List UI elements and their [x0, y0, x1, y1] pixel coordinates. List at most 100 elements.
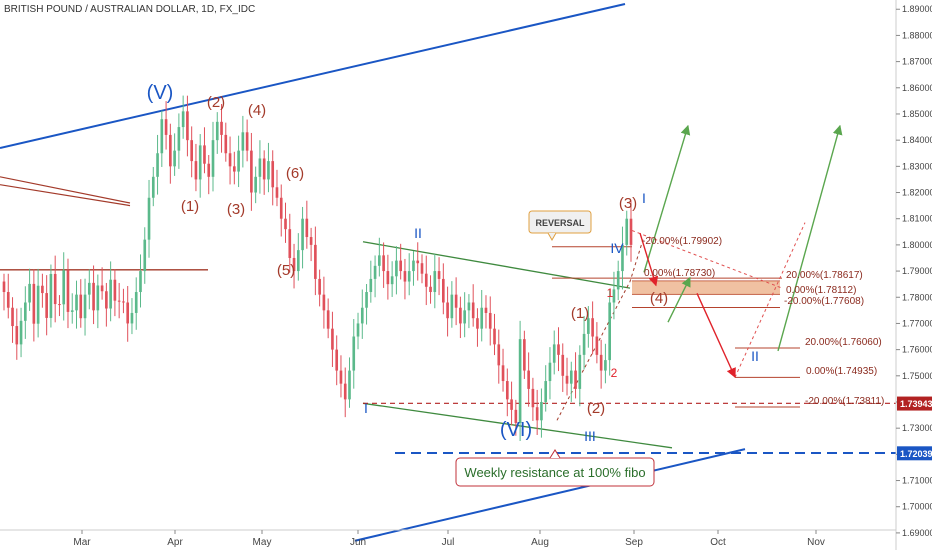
candle: [386, 254, 390, 300]
price-tick-label: 1.81000: [902, 214, 932, 224]
candle-body: [399, 260, 402, 272]
candle-body: [369, 278, 373, 293]
candle-body: [122, 301, 125, 303]
candle: [429, 275, 432, 304]
candle-body: [386, 271, 390, 285]
candle-body: [2, 281, 6, 293]
candle: [378, 237, 381, 277]
candle: [518, 320, 522, 442]
candle-body: [45, 293, 48, 318]
candle-body: [429, 286, 432, 293]
price-axis[interactable]: 1.690001.700001.710001.720001.730001.740…: [895, 0, 932, 550]
candle: [109, 261, 112, 322]
candle-body: [365, 292, 368, 308]
candle-body: [198, 145, 202, 180]
candle: [599, 339, 603, 389]
candle-body: [484, 307, 488, 313]
candle-body: [49, 273, 53, 318]
candle-body: [403, 271, 407, 282]
candle: [446, 286, 449, 337]
candle-body: [608, 302, 611, 361]
candle-body: [173, 150, 176, 167]
price-badge-label: 1.73943: [900, 399, 932, 409]
candle: [488, 296, 492, 346]
candle-body: [390, 276, 394, 285]
candle-body: [574, 370, 577, 389]
candle-body: [19, 320, 23, 345]
candle: [262, 150, 266, 195]
candle-body: [105, 291, 108, 309]
wave-label: 2: [611, 366, 618, 380]
candle: [416, 242, 420, 281]
candle-body: [262, 158, 266, 180]
candle-body: [625, 218, 629, 245]
candle-body: [471, 302, 475, 319]
candle-body: [117, 300, 121, 302]
candle: [45, 275, 48, 336]
candle-body: [578, 354, 582, 389]
green-arrow: [667, 276, 691, 323]
candle: [267, 142, 270, 193]
weekly-resistance-callout: Weekly resistance at 100% fibo: [455, 449, 655, 487]
candle: [245, 119, 249, 162]
candle-body: [467, 302, 471, 311]
candle-body: [113, 279, 117, 301]
candle-body: [28, 283, 31, 303]
candle: [151, 166, 155, 207]
wave-label: (4): [248, 102, 266, 119]
candle: [220, 103, 223, 153]
candle-body: [190, 140, 193, 162]
candle: [403, 258, 407, 300]
candle: [198, 134, 202, 198]
candle: [100, 267, 104, 300]
candle: [535, 389, 539, 435]
fib-label: 0.00%(1.78730): [644, 268, 715, 279]
fib-label: 20.00%(1.78617): [786, 270, 863, 281]
time-tick-label: May: [253, 537, 272, 548]
wave-label: (3): [619, 195, 637, 212]
candle-body: [15, 326, 19, 345]
drawing-layer: [0, 3, 896, 542]
candle: [527, 352, 530, 407]
candle: [604, 343, 607, 384]
reversal-text: REVERSAL: [535, 218, 585, 228]
candle: [565, 357, 569, 396]
candle: [331, 311, 334, 367]
candle: [190, 126, 193, 178]
candle: [301, 206, 304, 269]
weekly-text: Weekly resistance at 100% fibo: [464, 465, 645, 480]
candle-body: [296, 250, 300, 272]
candle: [343, 367, 347, 418]
wave-label: I: [364, 400, 368, 416]
candle-body: [420, 263, 424, 274]
candle: [540, 388, 543, 438]
candle: [314, 226, 317, 296]
time-tick-label: Jun: [350, 537, 366, 548]
candle: [139, 254, 142, 308]
candle: [228, 136, 232, 185]
candle-body: [612, 289, 616, 303]
candle-body: [41, 285, 44, 294]
candle: [348, 357, 351, 408]
price-badge-label: 1.72039: [900, 449, 932, 459]
candle-body: [36, 285, 40, 324]
candle: [476, 308, 479, 347]
candle: [497, 329, 501, 384]
candle-body: [177, 127, 181, 151]
candle: [574, 352, 577, 399]
candle-body: [476, 318, 479, 329]
candle-body: [352, 336, 356, 371]
candle: [578, 345, 582, 407]
candle: [399, 243, 402, 280]
candle: [194, 143, 198, 192]
candle: [203, 127, 206, 174]
candle: [53, 255, 57, 323]
reversal-pointer: [547, 232, 557, 242]
candle-body: [373, 265, 377, 279]
time-axis[interactable]: Mar Apr May Jun Jul Aug Sep Oct Nov: [0, 529, 896, 548]
candle: [442, 263, 445, 315]
candle: [134, 277, 138, 330]
candle: [480, 289, 484, 342]
candle: [296, 233, 300, 281]
